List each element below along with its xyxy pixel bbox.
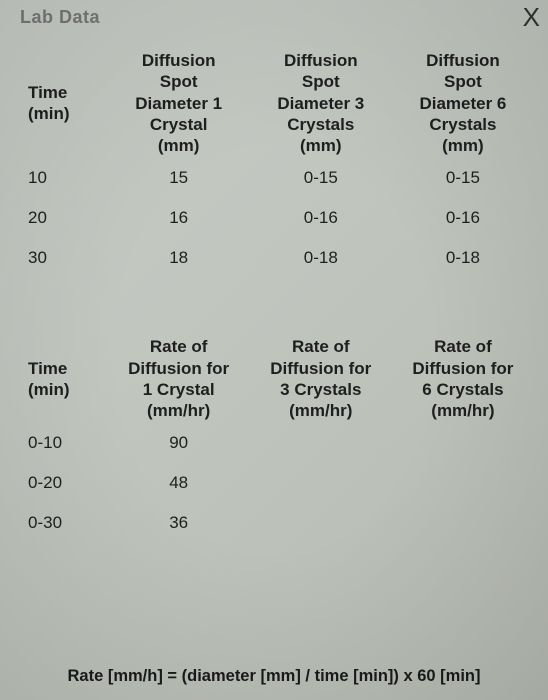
t2-time-h-l2: (min) [28, 379, 104, 400]
diffusion-diameter-table: Time (min) Diffusion Spot Diameter 1 Cry… [14, 48, 534, 278]
t1-r2-c2: 0-18 [250, 238, 392, 278]
t2-time-h-l1: Time [28, 358, 104, 379]
t2-r2-time: 0-30 [14, 503, 108, 543]
t1-r0-c2: 0-15 [250, 158, 392, 198]
t1-col2-header: Diffusion Spot Diameter 3 Crystals (mm) [250, 48, 392, 158]
t2-r0-c2 [250, 423, 392, 463]
page-partial-title: Lab Data [20, 7, 100, 28]
t1-r2-c1: 18 [108, 238, 250, 278]
t1-r2-time: 30 [14, 238, 108, 278]
close-icon[interactable]: X [523, 2, 540, 33]
t2-r0-c3 [392, 423, 534, 463]
t2-r1-c2 [250, 463, 392, 503]
title-bar: Lab Data X [20, 2, 540, 33]
t1-time-h-l1: Time [28, 82, 104, 103]
t2-r1-c1: 48 [108, 463, 250, 503]
t1-col1-header: Diffusion Spot Diameter 1 Crystal (mm) [108, 48, 250, 158]
t1-time-h-l2: (min) [28, 103, 104, 124]
t2-r2-c3 [392, 503, 534, 543]
t2-r0-c1: 90 [108, 423, 250, 463]
table-row: 30 18 0-18 0-18 [14, 238, 534, 278]
t1-r0-c1: 15 [108, 158, 250, 198]
t2-r1-time: 0-20 [14, 463, 108, 503]
table-row: 0-10 90 [14, 423, 534, 463]
t1-r0-time: 10 [14, 158, 108, 198]
t1-r1-c1: 16 [108, 198, 250, 238]
content-area: Time (min) Diffusion Spot Diameter 1 Cry… [0, 0, 548, 543]
rate-formula: Rate [mm/h] = (diameter [mm] / time [min… [0, 667, 548, 686]
t2-r0-time: 0-10 [14, 423, 108, 463]
t2-col2-header: Rate of Diffusion for 3 Crystals (mm/hr) [250, 334, 392, 423]
t2-r2-c2 [250, 503, 392, 543]
t1-col3-header: Diffusion Spot Diameter 6 Crystals (mm) [392, 48, 534, 158]
t2-col3-header: Rate of Diffusion for 6 Crystals (mm/hr) [392, 334, 534, 423]
t2-r2-c1: 36 [108, 503, 250, 543]
t1-r2-c3: 0-18 [392, 238, 534, 278]
t2-col1-header: Rate of Diffusion for 1 Crystal (mm/hr) [108, 334, 250, 423]
t1-r1-time: 20 [14, 198, 108, 238]
t1-r1-c3: 0-16 [392, 198, 534, 238]
t1-r1-c2: 0-16 [250, 198, 392, 238]
diffusion-rate-table: Time (min) Rate of Diffusion for 1 Cryst… [14, 334, 534, 543]
t1-r0-c3: 0-15 [392, 158, 534, 198]
t2-time-header: Time (min) [14, 334, 108, 423]
table-row: 10 15 0-15 0-15 [14, 158, 534, 198]
t2-r1-c3 [392, 463, 534, 503]
table-row: 20 16 0-16 0-16 [14, 198, 534, 238]
table-row: 0-30 36 [14, 503, 534, 543]
table-row: 0-20 48 [14, 463, 534, 503]
t1-time-header: Time (min) [14, 48, 108, 158]
